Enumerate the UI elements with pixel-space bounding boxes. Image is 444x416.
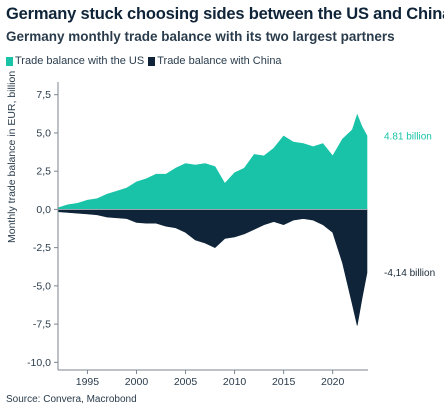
axis-layer: -10,0 -7,5 -5,0 -2,5 0,0 2,5 5,0 7,5 1995 2000 200… — [27, 82, 368, 388]
y-tick-label: 0,0 — [36, 204, 51, 216]
y-tick-label: -10,0 — [27, 357, 51, 369]
legend-item-us: Trade balance with the US — [6, 55, 144, 67]
y-tick-label: -5,0 — [33, 280, 51, 292]
chart-legend: Trade balance with the US Trade balance … — [6, 55, 286, 67]
legend-label-china: Trade balance with China — [157, 55, 282, 67]
series-layer — [57, 113, 368, 326]
y-tick-label: 5,0 — [36, 127, 51, 139]
legend-swatch-us — [6, 56, 13, 66]
y-tick-label: 7,5 — [36, 89, 51, 101]
x-tick-label: 2005 — [174, 376, 198, 388]
y-tick-label: 2,5 — [36, 166, 51, 178]
x-tick-label: 2015 — [272, 376, 296, 388]
legend-swatch-china — [148, 56, 156, 66]
chart-title: Germany stuck choosing sides between the… — [6, 5, 444, 23]
source-note: Source: Convera, Macrobond — [6, 394, 137, 405]
x-tick-label: 2020 — [321, 376, 345, 388]
x-tick-label: 2010 — [223, 376, 247, 388]
y-tick-label: -2,5 — [33, 242, 51, 254]
chart-subtitle: Germany monthly trade balance with its t… — [6, 29, 395, 44]
end-label-china: -4,14 billion — [384, 268, 435, 279]
end-label-us: 4.81 billion — [384, 131, 432, 142]
y-tick-label: -7,5 — [33, 319, 51, 331]
x-tick-label: 2000 — [125, 376, 149, 388]
label-layer: 4.81 billion -4,14 billion — [384, 131, 435, 279]
legend-label-us: Trade balance with the US — [15, 55, 145, 67]
series-area-us — [57, 113, 368, 210]
series-area-china — [57, 209, 368, 326]
x-tick-label: 1995 — [76, 376, 100, 388]
legend-item-china: Trade balance with China — [148, 55, 282, 67]
